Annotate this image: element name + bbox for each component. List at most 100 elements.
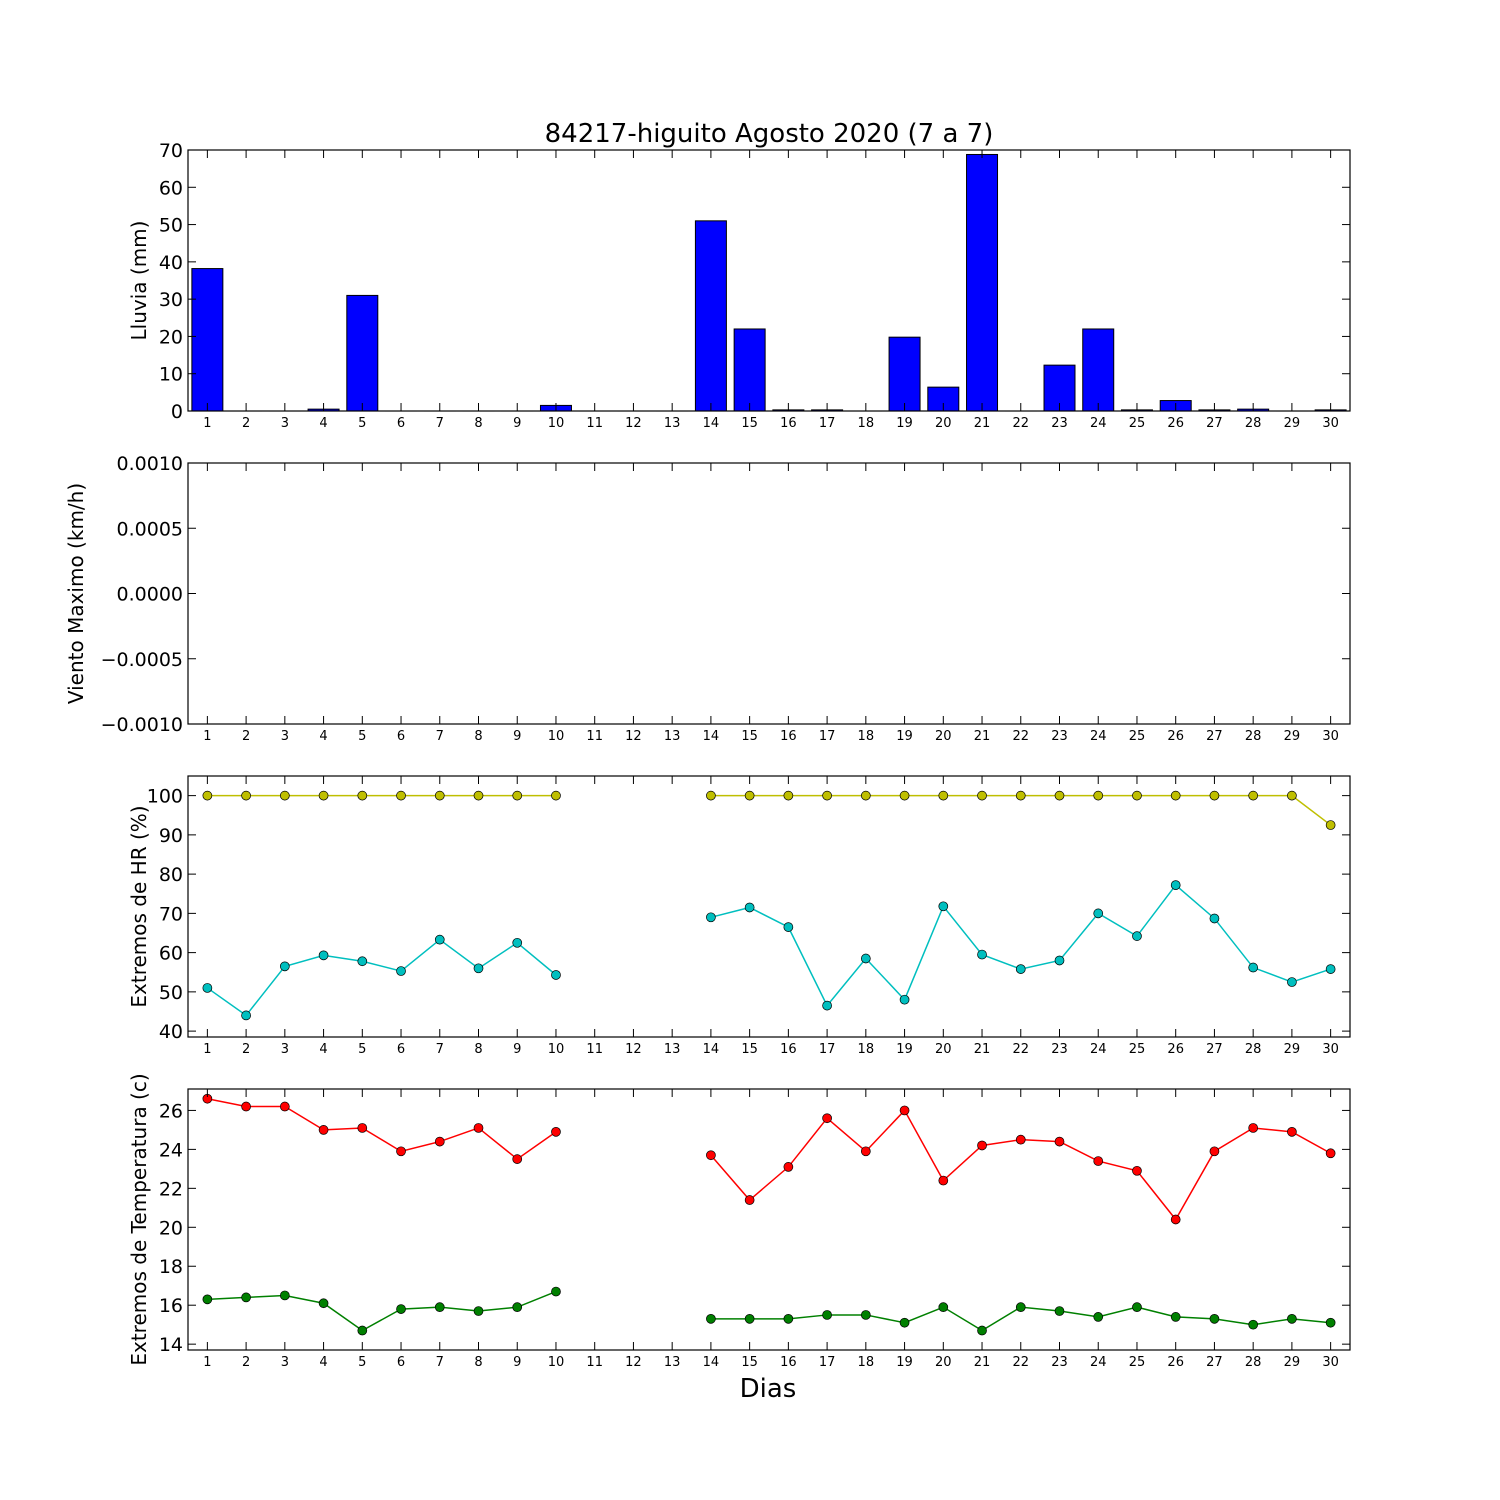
humedad-series-0-point-17 xyxy=(822,790,832,801)
viento-ytick-label: −0.0005 xyxy=(101,649,183,671)
bar-day-1 xyxy=(191,268,224,412)
humedad-series-1-point-22 xyxy=(1015,964,1026,974)
temperatura-series-1-point-7 xyxy=(434,1302,445,1313)
temperatura-xtick-label: 5 xyxy=(358,1355,366,1370)
lluvia-xtick-label: 13 xyxy=(664,416,681,431)
temperatura-series-1-point-26 xyxy=(1170,1312,1181,1322)
temperatura-series-0-point-22 xyxy=(1015,1134,1026,1145)
lluvia-xtick-label: 26 xyxy=(1167,416,1184,431)
humedad-series-1-point-24 xyxy=(1093,908,1104,919)
viento-xtick-label: 17 xyxy=(819,729,836,744)
temperatura-series-0-point-21 xyxy=(977,1140,987,1151)
humedad-series-1-point-30 xyxy=(1325,964,1336,974)
humedad-xtick-label: 27 xyxy=(1206,1042,1223,1057)
lluvia-xtick-label: 24 xyxy=(1090,416,1107,431)
humedad-series-0-point-28 xyxy=(1248,790,1259,801)
humedad-series-1-line-1 xyxy=(710,884,1331,1007)
lluvia-xtick-label: 16 xyxy=(780,416,797,431)
viento-xtick-label: 4 xyxy=(319,729,327,744)
lluvia-xtick-label: 1 xyxy=(203,416,211,431)
viento-xtick-label: 29 xyxy=(1284,729,1301,744)
humedad-xtick-label: 17 xyxy=(819,1042,836,1057)
temperatura-series-1-point-21 xyxy=(977,1325,987,1336)
viento-xtick-label: 30 xyxy=(1322,729,1339,744)
viento-ytick-label: 0.0010 xyxy=(117,453,183,475)
temperatura-xtick-label: 15 xyxy=(741,1355,758,1370)
temperatura-xtick-label: 27 xyxy=(1206,1355,1223,1370)
lluvia-ytick-label: 0 xyxy=(171,401,183,423)
humedad-xtick-label: 22 xyxy=(1012,1042,1029,1057)
lluvia-xtick-label: 27 xyxy=(1206,416,1223,431)
temperatura-series-1-point-4 xyxy=(318,1298,329,1309)
humedad-xtick-label: 24 xyxy=(1090,1042,1107,1057)
temperatura-series-1-point-27 xyxy=(1209,1313,1220,1324)
humedad-xtick-label: 1 xyxy=(203,1042,211,1057)
viento-xtick-label: 22 xyxy=(1012,729,1029,744)
humedad-ytick-label: 70 xyxy=(159,903,183,925)
viento-xtick-label: 9 xyxy=(513,729,521,744)
viento-xtick-label: 19 xyxy=(896,729,913,744)
humedad-series-0-point-10 xyxy=(551,790,561,801)
temperatura-series-1-point-28 xyxy=(1248,1319,1259,1330)
viento-ytick-label: 0.0000 xyxy=(117,584,183,606)
temperatura-xtick-label: 1 xyxy=(203,1355,211,1370)
lluvia-xtick-label: 29 xyxy=(1284,416,1301,431)
humedad-series-1-point-14 xyxy=(706,912,716,923)
temperatura-y-axis-label: Extremos de Temperatura (c) xyxy=(127,1073,151,1365)
bar-day-21 xyxy=(966,153,999,412)
bar-day-15 xyxy=(733,328,766,412)
humedad-ytick-label: 80 xyxy=(159,864,183,886)
humedad-series-0-point-26 xyxy=(1170,790,1181,801)
viento-xtick-label: 15 xyxy=(741,729,758,744)
humedad-xtick-label: 21 xyxy=(974,1042,991,1057)
lluvia-xtick-label: 22 xyxy=(1012,416,1029,431)
humedad-xtick-label: 7 xyxy=(436,1042,444,1057)
viento-xtick-label: 16 xyxy=(780,729,797,744)
humedad-xtick-label: 28 xyxy=(1245,1042,1262,1057)
temperatura-series-1-point-3 xyxy=(279,1290,290,1301)
temperatura-series-1-point-29 xyxy=(1287,1313,1297,1324)
humedad-xtick-label: 16 xyxy=(780,1042,797,1057)
humedad-series-1-point-28 xyxy=(1248,962,1259,973)
humedad-xtick-label: 12 xyxy=(625,1042,642,1057)
temperatura-series-0-point-29 xyxy=(1287,1126,1297,1137)
viento-xtick-label: 13 xyxy=(664,729,681,744)
temperatura-series-0-point-7 xyxy=(434,1136,445,1147)
viento-xtick-label: 23 xyxy=(1051,729,1068,744)
viento-xtick-label: 6 xyxy=(397,729,405,744)
temperatura-series-0-point-24 xyxy=(1093,1156,1104,1166)
temperatura-xtick-label: 4 xyxy=(319,1355,327,1370)
humedad-series-0-point-2 xyxy=(241,790,251,801)
lluvia-ytick-label: 10 xyxy=(159,364,183,386)
temperatura-xtick-label: 22 xyxy=(1012,1355,1029,1370)
temperatura-series-0-point-26 xyxy=(1170,1214,1181,1225)
temperatura-series-0-point-17 xyxy=(822,1113,832,1124)
temperatura-series-1-point-20 xyxy=(938,1302,949,1313)
humedad-series-0-point-6 xyxy=(396,790,406,801)
humedad-series-1-point-7 xyxy=(434,934,445,945)
humedad-xtick-label: 15 xyxy=(741,1042,758,1057)
temperatura-xtick-label: 17 xyxy=(819,1355,836,1370)
humedad-series-1-point-25 xyxy=(1132,931,1142,941)
humedad-series-1-point-29 xyxy=(1287,977,1297,987)
temperatura-ytick-label: 20 xyxy=(159,1217,183,1239)
lluvia-xtick-label: 12 xyxy=(625,416,642,431)
humedad-series-0-point-23 xyxy=(1054,790,1065,801)
viento-xtick-label: 14 xyxy=(703,729,720,744)
humedad-series-1-point-15 xyxy=(744,902,755,913)
humedad-series-1-point-10 xyxy=(551,970,561,980)
temperatura-series-0-point-10 xyxy=(551,1126,561,1137)
humedad-xtick-label: 29 xyxy=(1284,1042,1301,1057)
humedad-series-1-point-5 xyxy=(357,956,368,967)
viento-xtick-label: 5 xyxy=(358,729,366,744)
temperatura-ytick-label: 24 xyxy=(159,1139,183,1161)
viento-xtick-label: 25 xyxy=(1129,729,1146,744)
viento-xtick-label: 11 xyxy=(586,729,603,744)
temperatura-xtick-label: 8 xyxy=(474,1355,482,1370)
humedad-xtick-label: 8 xyxy=(474,1042,482,1057)
humedad-xtick-label: 13 xyxy=(664,1042,681,1057)
temperatura-series-1-point-17 xyxy=(822,1310,832,1320)
temperatura-xtick-label: 20 xyxy=(935,1355,952,1370)
temperatura-xtick-label: 23 xyxy=(1051,1355,1068,1370)
